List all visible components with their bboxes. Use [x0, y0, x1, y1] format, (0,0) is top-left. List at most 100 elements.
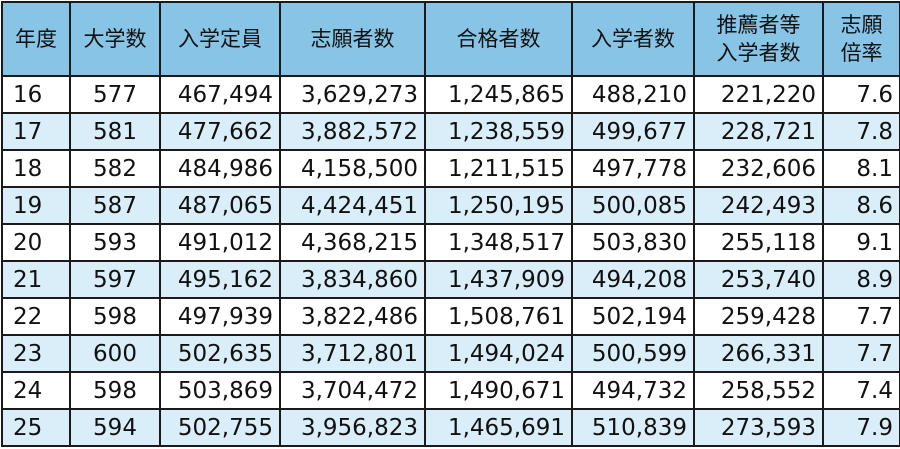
table-row: 17 581 477,662 3,882,572 1,238,559 499,677 228… — [1, 112, 900, 151]
recommendation-enrolled-cell: 266,331 — [693, 334, 824, 373]
enrollment-capacity-cell: 497,939 — [159, 297, 281, 336]
year-cell: 18 — [1, 149, 71, 188]
year-cell: 17 — [1, 112, 71, 151]
recommendation-enrolled-cell: 228,721 — [693, 112, 824, 151]
application-ratio-cell: 7.9 — [822, 408, 900, 447]
university-count-cell: 581 — [69, 112, 161, 151]
accepted-cell: 1,490,671 — [424, 371, 573, 410]
applicants-cell: 3,822,486 — [279, 297, 426, 336]
applicants-cell: 3,834,860 — [279, 260, 426, 299]
application-ratio-cell: 8.9 — [822, 260, 900, 299]
accepted-cell: 1,508,761 — [424, 297, 573, 336]
application-ratio-cell: 9.1 — [822, 223, 900, 262]
university-count-cell: 577 — [69, 75, 161, 114]
enrolled-cell: 494,208 — [571, 260, 695, 299]
application-ratio-cell: 8.6 — [822, 186, 900, 225]
table-row: 20 593 491,012 4,368,215 1,348,517 503,830 255… — [1, 223, 900, 262]
enrollment-capacity-cell: 484,986 — [159, 149, 281, 188]
header-enrolled: 入学者数 — [571, 1, 695, 77]
table-row: 23 600 502,635 3,712,801 1,494,024 500,599 266… — [1, 334, 900, 373]
enrollment-capacity-cell: 487,065 — [159, 186, 281, 225]
table-row: 24 598 503,869 3,704,472 1,490,671 494,732 258… — [1, 371, 900, 410]
enrollment-capacity-cell: 467,494 — [159, 75, 281, 114]
recommendation-enrolled-cell: 232,606 — [693, 149, 824, 188]
accepted-cell: 1,494,024 — [424, 334, 573, 373]
enrolled-cell: 502,194 — [571, 297, 695, 336]
table-row: 19 587 487,065 4,424,451 1,250,195 500,085 242… — [1, 186, 900, 225]
applicants-cell: 3,704,472 — [279, 371, 426, 410]
accepted-cell: 1,465,691 — [424, 408, 573, 447]
applicants-cell: 4,158,500 — [279, 149, 426, 188]
header-year: 年度 — [1, 1, 71, 77]
enrolled-cell: 499,677 — [571, 112, 695, 151]
enrolled-cell: 500,599 — [571, 334, 695, 373]
accepted-cell: 1,211,515 — [424, 149, 573, 188]
university-count-cell: 598 — [69, 297, 161, 336]
header-recommendation-enrolled: 推薦者等 入学者数 — [693, 1, 824, 77]
applicants-cell: 3,712,801 — [279, 334, 426, 373]
enrollment-capacity-cell: 491,012 — [159, 223, 281, 262]
recommendation-enrolled-cell: 242,493 — [693, 186, 824, 225]
enrollment-capacity-cell: 495,162 — [159, 260, 281, 299]
enrollment-capacity-cell: 502,755 — [159, 408, 281, 447]
application-ratio-cell: 7.7 — [822, 297, 900, 336]
application-ratio-cell: 7.8 — [822, 112, 900, 151]
recommendation-enrolled-cell: 273,593 — [693, 408, 824, 447]
enrolled-cell: 488,210 — [571, 75, 695, 114]
table-row: 21 597 495,162 3,834,860 1,437,909 494,208 253… — [1, 260, 900, 299]
year-cell: 20 — [1, 223, 71, 262]
applicants-cell: 3,629,273 — [279, 75, 426, 114]
header-application-ratio: 志願 倍率 — [822, 1, 900, 77]
recommendation-enrolled-cell: 221,220 — [693, 75, 824, 114]
table-row: 16 577 467,494 3,629,273 1,245,865 488,210 221… — [1, 75, 900, 114]
year-cell: 22 — [1, 297, 71, 336]
recommendation-enrolled-cell: 258,552 — [693, 371, 824, 410]
table-row: 25 594 502,755 3,956,823 1,465,691 510,839 273… — [1, 408, 900, 447]
year-cell: 16 — [1, 75, 71, 114]
enrolled-cell: 500,085 — [571, 186, 695, 225]
enrolled-cell: 497,778 — [571, 149, 695, 188]
accepted-cell: 1,250,195 — [424, 186, 573, 225]
application-ratio-cell: 7.4 — [822, 371, 900, 410]
recommendation-enrolled-cell: 253,740 — [693, 260, 824, 299]
enrollment-capacity-cell: 477,662 — [159, 112, 281, 151]
enrolled-cell: 494,732 — [571, 371, 695, 410]
year-cell: 24 — [1, 371, 71, 410]
header-row: 年度 大学数 入学定員 志願者数 合格者数 入学者数 推薦者等 入学者数 志願 倍率 — [1, 1, 900, 77]
university-count-cell: 587 — [69, 186, 161, 225]
year-cell: 25 — [1, 408, 71, 447]
recommendation-enrolled-cell: 259,428 — [693, 297, 824, 336]
enrollment-capacity-cell: 502,635 — [159, 334, 281, 373]
university-count-cell: 594 — [69, 408, 161, 447]
table-body: 16 577 467,494 3,629,273 1,245,865 488,210 221… — [1, 75, 900, 447]
accepted-cell: 1,348,517 — [424, 223, 573, 262]
applicants-cell: 4,424,451 — [279, 186, 426, 225]
header-enrollment-capacity: 入学定員 — [159, 1, 281, 77]
table-row: 22 598 497,939 3,822,486 1,508,761 502,194 259… — [1, 297, 900, 336]
recommendation-enrolled-cell: 255,118 — [693, 223, 824, 262]
application-ratio-cell: 8.1 — [822, 149, 900, 188]
enrolled-cell: 503,830 — [571, 223, 695, 262]
applicants-cell: 3,956,823 — [279, 408, 426, 447]
university-count-cell: 593 — [69, 223, 161, 262]
accepted-cell: 1,238,559 — [424, 112, 573, 151]
header-university-count: 大学数 — [69, 1, 161, 77]
applicants-cell: 3,882,572 — [279, 112, 426, 151]
enrolled-cell: 510,839 — [571, 408, 695, 447]
university-count-cell: 598 — [69, 371, 161, 410]
application-ratio-cell: 7.7 — [822, 334, 900, 373]
accepted-cell: 1,437,909 — [424, 260, 573, 299]
enrollment-capacity-cell: 503,869 — [159, 371, 281, 410]
header-accepted: 合格者数 — [424, 1, 573, 77]
year-cell: 19 — [1, 186, 71, 225]
university-count-cell: 597 — [69, 260, 161, 299]
year-cell: 23 — [1, 334, 71, 373]
applicants-cell: 4,368,215 — [279, 223, 426, 262]
header-applicants: 志願者数 — [279, 1, 426, 77]
university-count-cell: 600 — [69, 334, 161, 373]
university-count-cell: 582 — [69, 149, 161, 188]
accepted-cell: 1,245,865 — [424, 75, 573, 114]
table-row: 18 582 484,986 4,158,500 1,211,515 497,778 232… — [1, 149, 900, 188]
year-cell: 21 — [1, 260, 71, 299]
